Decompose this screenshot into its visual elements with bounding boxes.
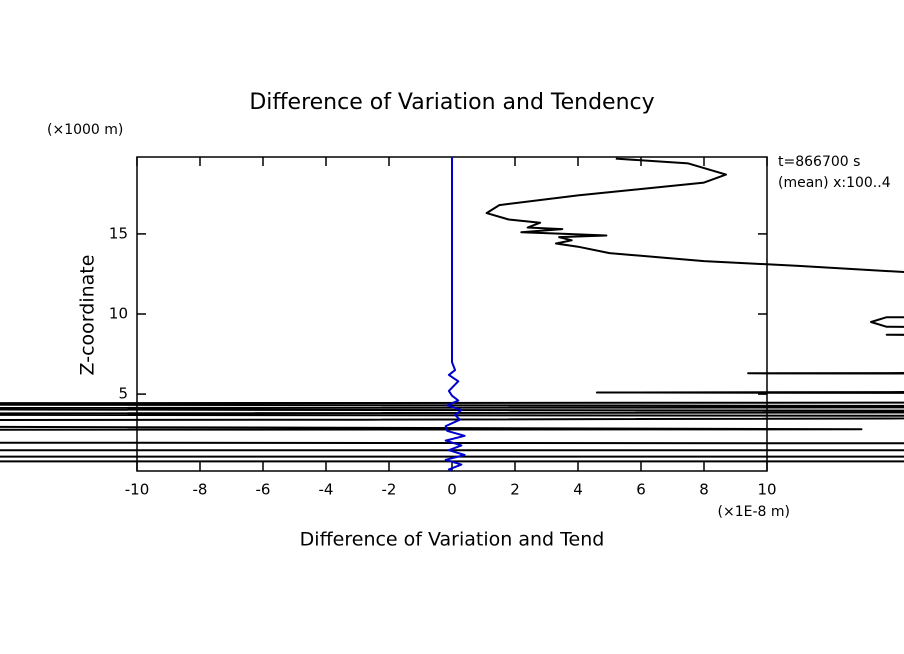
annotation: (mean) x:100..4	[778, 175, 891, 191]
x-tick-label: 8	[699, 481, 709, 499]
x-unit: (×1E-8 m)	[718, 504, 790, 520]
y-unit: (×1000 m)	[47, 122, 123, 138]
x-axis-label: Difference of Variation and Tend	[300, 529, 605, 551]
x-tick-label: -6	[256, 481, 271, 499]
x-tick-label: -2	[382, 481, 397, 499]
y-tick-label: 15	[109, 224, 128, 242]
x-tick-label: 0	[447, 481, 457, 499]
chart-title: Difference of Variation and Tendency	[249, 90, 654, 115]
x-tick-label: 10	[757, 481, 776, 499]
annotation: t=866700 s	[778, 154, 860, 170]
x-tick-label: 2	[510, 481, 520, 499]
y-tick-label: 10	[109, 305, 128, 323]
x-tick-label: -8	[193, 481, 208, 499]
x-tick-label: 6	[636, 481, 646, 499]
profile-line	[444, 157, 466, 472]
x-tick-label: -10	[125, 481, 150, 499]
profile-line	[0, 157, 904, 463]
x-tick-label: -4	[319, 481, 334, 499]
x-tick-label: 4	[573, 481, 583, 499]
y-axis-label: Z-coordinate	[77, 255, 99, 376]
y-tick-label: 5	[118, 385, 128, 403]
